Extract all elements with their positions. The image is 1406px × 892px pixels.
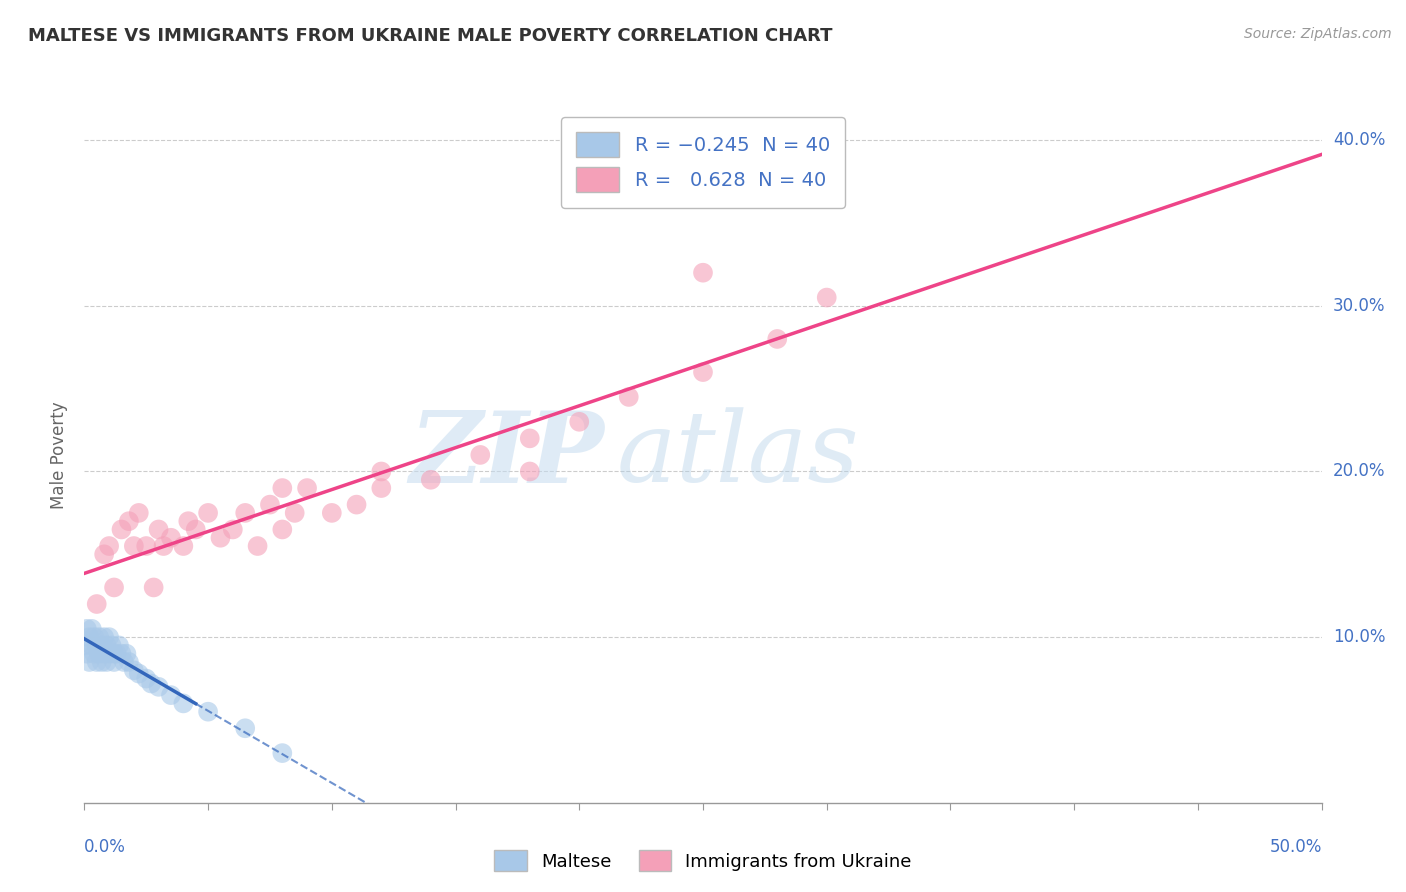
Point <box>519 431 541 445</box>
Point <box>96 639 118 653</box>
Text: 30.0%: 30.0% <box>1333 297 1385 315</box>
Point <box>284 506 307 520</box>
Point <box>110 647 132 661</box>
Point <box>108 639 131 653</box>
Point <box>233 506 256 520</box>
Point <box>271 523 294 537</box>
Point <box>152 539 174 553</box>
Point <box>105 647 128 661</box>
Point <box>295 481 318 495</box>
Point <box>160 531 183 545</box>
Text: 20.0%: 20.0% <box>1333 462 1385 481</box>
Text: MALTESE VS IMMIGRANTS FROM UKRAINE MALE POVERTY CORRELATION CHART: MALTESE VS IMMIGRANTS FROM UKRAINE MALE … <box>28 27 832 45</box>
Point <box>346 498 368 512</box>
Point <box>76 647 98 661</box>
Point <box>96 655 118 669</box>
Point <box>692 365 714 379</box>
Point <box>89 630 111 644</box>
Point <box>271 746 294 760</box>
Text: 0.0%: 0.0% <box>84 838 127 855</box>
Point <box>79 655 101 669</box>
Point <box>197 506 219 520</box>
Point <box>86 655 108 669</box>
Point <box>271 481 294 495</box>
Point <box>172 697 194 711</box>
Point <box>128 666 150 681</box>
Point <box>103 581 125 595</box>
Point <box>98 539 121 553</box>
Point <box>128 506 150 520</box>
Text: 40.0%: 40.0% <box>1333 131 1385 149</box>
Y-axis label: Male Poverty: Male Poverty <box>51 401 69 508</box>
Point <box>148 680 170 694</box>
Point <box>80 622 103 636</box>
Point <box>80 639 103 653</box>
Point <box>98 647 121 661</box>
Point <box>148 523 170 537</box>
Point <box>370 465 392 479</box>
Point <box>122 539 145 553</box>
Point <box>103 655 125 669</box>
Point <box>135 539 157 553</box>
Point <box>83 647 105 661</box>
Point <box>815 291 838 305</box>
Point <box>222 523 245 537</box>
Point <box>177 514 200 528</box>
Point <box>93 630 115 644</box>
Point <box>79 630 101 644</box>
Point <box>118 655 141 669</box>
Point <box>568 415 591 429</box>
Point <box>118 514 141 528</box>
Point <box>135 672 157 686</box>
Point <box>73 639 96 653</box>
Point <box>160 688 183 702</box>
Point <box>93 647 115 661</box>
Point <box>259 498 281 512</box>
Point <box>233 721 256 735</box>
Point <box>100 639 122 653</box>
Point <box>90 655 112 669</box>
Point <box>122 663 145 677</box>
Point <box>470 448 492 462</box>
Point <box>93 547 115 561</box>
Text: 10.0%: 10.0% <box>1333 628 1385 646</box>
Point <box>172 539 194 553</box>
Text: ZIP: ZIP <box>409 407 605 503</box>
Point <box>115 647 138 661</box>
Point <box>110 523 132 537</box>
Point <box>89 647 111 661</box>
Text: 50.0%: 50.0% <box>1270 838 1322 855</box>
Point <box>184 523 207 537</box>
Point <box>103 647 125 661</box>
Point <box>766 332 789 346</box>
Point <box>519 465 541 479</box>
Text: atlas: atlas <box>616 408 859 502</box>
Point <box>142 581 165 595</box>
Point <box>209 531 232 545</box>
Point <box>197 705 219 719</box>
Point <box>141 676 163 690</box>
Point <box>86 597 108 611</box>
Legend: Maltese, Immigrants from Ukraine: Maltese, Immigrants from Ukraine <box>486 843 920 879</box>
Point <box>90 639 112 653</box>
Text: Source: ZipAtlas.com: Source: ZipAtlas.com <box>1244 27 1392 41</box>
Point <box>692 266 714 280</box>
Point <box>76 622 98 636</box>
Point <box>83 630 105 644</box>
Legend: R = −0.245  N = 40, R =   0.628  N = 40: R = −0.245 N = 40, R = 0.628 N = 40 <box>561 117 845 208</box>
Point <box>86 639 108 653</box>
Point <box>419 473 441 487</box>
Point <box>321 506 343 520</box>
Point <box>246 539 269 553</box>
Point <box>98 630 121 644</box>
Point <box>617 390 640 404</box>
Point <box>112 655 135 669</box>
Point <box>370 481 392 495</box>
